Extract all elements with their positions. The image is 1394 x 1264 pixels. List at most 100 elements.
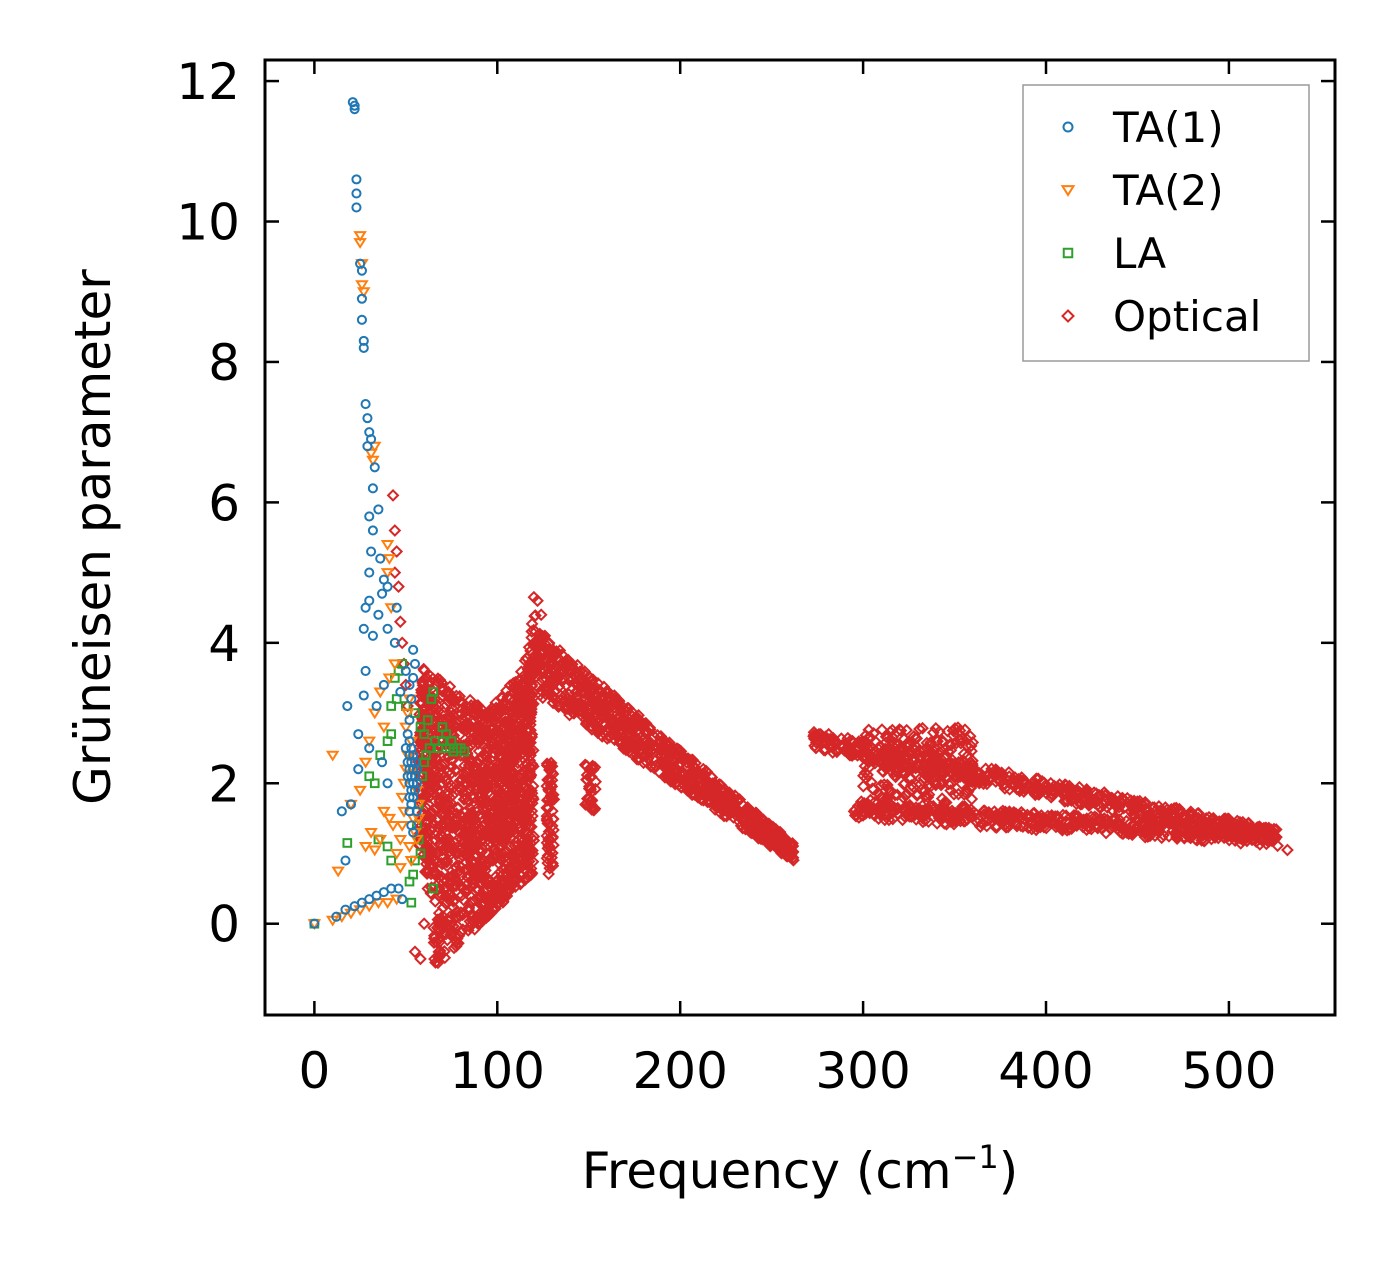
data-point	[428, 929, 441, 943]
data-point	[1014, 819, 1028, 833]
data-point	[382, 581, 393, 592]
data-point	[505, 742, 519, 756]
data-point	[525, 831, 538, 845]
data-point	[1118, 794, 1131, 808]
data-point	[1031, 772, 1045, 786]
data-point	[536, 629, 549, 643]
data-point	[674, 748, 688, 762]
data-point	[436, 901, 450, 915]
data-point	[434, 919, 447, 932]
data-point	[520, 651, 534, 665]
data-point	[461, 702, 475, 715]
data-point	[1233, 823, 1247, 836]
data-point	[1072, 786, 1086, 800]
data-point	[732, 815, 746, 828]
data-point	[402, 757, 413, 768]
data-point	[1071, 810, 1085, 823]
data-point	[868, 795, 881, 809]
data-point	[755, 830, 769, 844]
data-point	[514, 720, 528, 733]
data-point	[571, 658, 584, 672]
data-point	[1148, 805, 1162, 818]
series-ta1	[309, 97, 422, 929]
data-point	[529, 609, 542, 622]
data-point	[369, 462, 380, 473]
data-point	[1220, 825, 1234, 839]
data-point	[893, 749, 907, 762]
data-point	[462, 869, 476, 882]
data-point	[428, 894, 442, 908]
data-point	[879, 761, 892, 775]
data-point	[976, 773, 990, 787]
data-point	[722, 804, 735, 817]
data-point	[523, 699, 537, 713]
data-point	[935, 804, 949, 818]
data-point	[351, 188, 362, 199]
data-point	[388, 659, 402, 671]
data-point	[899, 789, 913, 803]
data-point	[527, 653, 541, 667]
data-point	[413, 696, 427, 710]
data-point	[592, 700, 605, 713]
data-point	[506, 721, 519, 735]
data-point	[471, 917, 485, 930]
data-point	[428, 692, 442, 706]
data-point	[916, 721, 929, 735]
data-point	[607, 726, 621, 739]
data-point	[852, 811, 866, 824]
data-point	[364, 567, 375, 578]
data-point	[423, 757, 437, 771]
data-point	[881, 781, 895, 795]
y-tick-label: 6	[208, 474, 240, 532]
data-point	[888, 788, 902, 802]
data-point	[688, 788, 701, 801]
data-point	[419, 865, 433, 879]
data-point	[408, 827, 419, 838]
data-point	[415, 730, 428, 744]
plot-points	[307, 97, 1294, 970]
data-point	[999, 820, 1013, 834]
data-point	[422, 790, 436, 804]
data-point	[1167, 802, 1181, 815]
data-point	[555, 672, 569, 685]
data-point	[336, 806, 347, 817]
data-point	[538, 629, 552, 643]
data-point	[964, 755, 977, 769]
data-point	[812, 727, 826, 741]
legend-label-ta1: TA(1)	[1112, 103, 1224, 152]
data-point	[506, 867, 520, 881]
data-point	[589, 782, 602, 796]
data-point	[907, 751, 921, 764]
data-point	[937, 804, 951, 817]
data-point	[358, 342, 369, 353]
data-point	[958, 814, 972, 828]
data-point	[770, 838, 784, 852]
data-point	[453, 826, 467, 840]
data-point	[860, 804, 873, 817]
data-point	[1113, 819, 1126, 833]
data-point	[887, 800, 901, 814]
data-point	[1253, 837, 1267, 851]
x-axis-label-suffix: )	[999, 1142, 1019, 1200]
data-point	[533, 688, 547, 702]
x-tick-label: 0	[298, 1042, 330, 1100]
data-point	[958, 723, 972, 737]
data-point	[918, 784, 932, 798]
data-point	[901, 763, 915, 776]
data-point	[912, 802, 925, 815]
data-point	[440, 799, 453, 813]
y-tick-label: 10	[176, 194, 240, 252]
data-point	[1113, 825, 1127, 839]
data-point	[340, 904, 351, 915]
data-point	[406, 693, 417, 705]
data-point	[999, 817, 1013, 831]
data-point	[926, 799, 940, 813]
data-point	[924, 761, 938, 774]
data-point	[882, 813, 896, 827]
data-point	[1081, 820, 1095, 834]
data-point	[639, 726, 653, 740]
data-point	[540, 812, 554, 826]
data-point	[544, 756, 558, 770]
data-point	[480, 727, 494, 741]
data-point	[879, 736, 892, 750]
